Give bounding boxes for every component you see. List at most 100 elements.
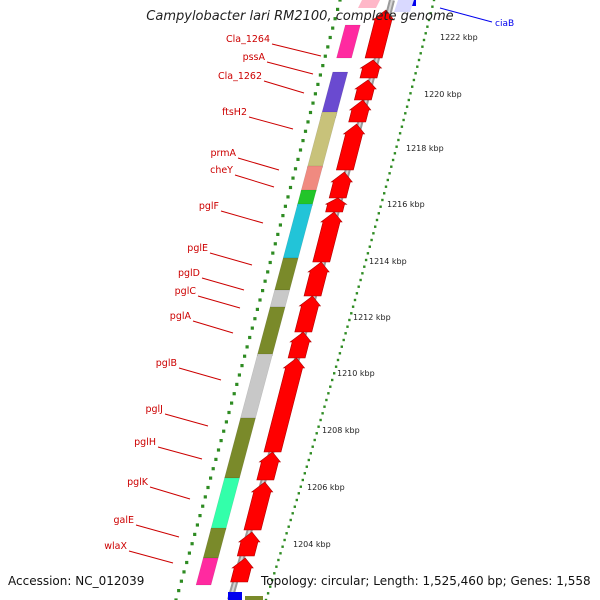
kbp-label: 1216 kbp — [387, 200, 425, 209]
ruler-dot — [281, 545, 284, 548]
kbp-label: 1204 kbp — [293, 540, 331, 549]
kbp-label: 1214 kbp — [369, 257, 407, 266]
ciaB-leader — [439, 7, 493, 23]
gene-label-pglj: pglJ — [145, 404, 163, 415]
ruler-dot — [336, 358, 340, 362]
gene-leader-pglj — [164, 413, 209, 427]
cog-block — [224, 417, 256, 479]
ruler-dot — [333, 372, 336, 375]
cds-arrow — [243, 481, 274, 531]
gene-label-pglk: pglK — [127, 477, 149, 488]
cog-dot — [316, 82, 320, 86]
ruler-dot — [375, 218, 379, 222]
cog-dot — [313, 92, 317, 96]
ruler-dot — [338, 352, 342, 355]
cog-dot — [227, 410, 231, 415]
cds-arrow — [348, 99, 372, 123]
ruler-dot — [384, 185, 388, 188]
ruler-dot — [368, 245, 371, 248]
cds-arrow — [294, 295, 322, 333]
ruler-dot — [340, 345, 343, 348]
ruler-dot — [334, 365, 338, 368]
ruler-dot — [393, 152, 397, 155]
ruler-dot — [309, 452, 312, 455]
cog-dot — [248, 335, 252, 340]
ruler-dot — [297, 492, 300, 495]
kbp-scale-labels: 1222 kbp 1220 kbp 1218 kbp 1216 kbp 1214 kbp… — [293, 33, 478, 549]
ruler-dot — [291, 512, 294, 515]
cog-block — [256, 306, 286, 357]
ruler-dot — [311, 445, 314, 448]
gene-leader-pglh — [157, 446, 203, 460]
ruler-dot — [287, 525, 290, 528]
ruler-dot — [409, 92, 412, 95]
cog-dot — [273, 242, 277, 246]
gene-leader-pssa — [266, 61, 314, 75]
cog-dot — [283, 204, 287, 208]
ruler-dot — [269, 585, 272, 588]
cog-dot — [182, 570, 186, 574]
kbp-label: 1218 kbp — [406, 144, 444, 153]
cog-dot — [258, 298, 262, 302]
gene-label-chey: cheY — [210, 165, 233, 176]
ruler-dot — [355, 292, 359, 295]
cog-dot — [263, 279, 267, 283]
cog-track-dots — [174, 0, 342, 600]
cog-dot — [190, 542, 194, 546]
cog-dot — [177, 589, 181, 593]
cog-dot — [318, 73, 322, 77]
ruler-dot — [427, 18, 431, 22]
cog-dot — [293, 167, 298, 171]
ruler-dot — [273, 572, 276, 575]
cog-dot — [308, 110, 313, 115]
kbp-label: 1206 kbp — [307, 483, 345, 492]
ruler-dot — [331, 378, 334, 382]
cog-block — [269, 289, 290, 308]
cds-arrow — [312, 211, 343, 263]
ruler-dot — [402, 118, 405, 122]
cog-dot — [253, 317, 257, 321]
ruler-dot — [388, 172, 391, 175]
ruler-dot — [359, 278, 362, 282]
cog-dot — [296, 157, 300, 161]
ruler-dot — [412, 78, 416, 82]
cog-dot — [222, 429, 226, 433]
ruler-dot — [407, 98, 410, 102]
cds-arrow — [287, 331, 312, 359]
cog-dot — [336, 7, 340, 11]
ciaB-shadow — [394, 0, 414, 12]
ruler-dot — [361, 272, 364, 275]
ruler-dot — [321, 412, 324, 415]
cog-dot — [243, 354, 247, 358]
cog-dot — [219, 439, 223, 443]
ruler-dot — [295, 498, 298, 502]
cog-dot — [214, 457, 218, 461]
cog-dot — [288, 185, 293, 190]
cog-dot — [255, 307, 259, 311]
cog-dot — [306, 120, 310, 124]
cds-arrow — [335, 123, 366, 171]
ruler-dot — [404, 112, 407, 115]
gene-label-layer: Cla_1264 pssA Cla_1262 ftsH2 prmA cheY pglF pgl… — [104, 34, 322, 564]
gene-leader-pgld — [201, 277, 245, 291]
ruler-dot — [379, 205, 382, 208]
ruler-dot — [307, 458, 310, 462]
ruler-dot — [370, 238, 373, 242]
ruler-dot — [432, 0, 436, 2]
cog-dot — [268, 260, 272, 265]
ruler-dot — [421, 45, 424, 48]
cog-dot — [286, 195, 290, 199]
kbp-label: 1210 kbp — [337, 369, 375, 378]
gene-leader-cla_1264 — [271, 43, 322, 57]
gene-label-cla_1262: Cla_1262 — [218, 71, 262, 82]
cog-block — [282, 203, 313, 259]
cog-dot — [250, 326, 254, 330]
bottom-olive-feature — [245, 596, 263, 600]
ruler-dot — [381, 198, 384, 202]
ciaB-label: ciaB — [495, 19, 514, 29]
cog-block — [296, 189, 317, 207]
gene-leader-pgle — [209, 252, 253, 266]
gene-leader-pglf — [220, 210, 264, 224]
cog-dot — [201, 504, 205, 508]
cog-dot — [328, 35, 332, 40]
